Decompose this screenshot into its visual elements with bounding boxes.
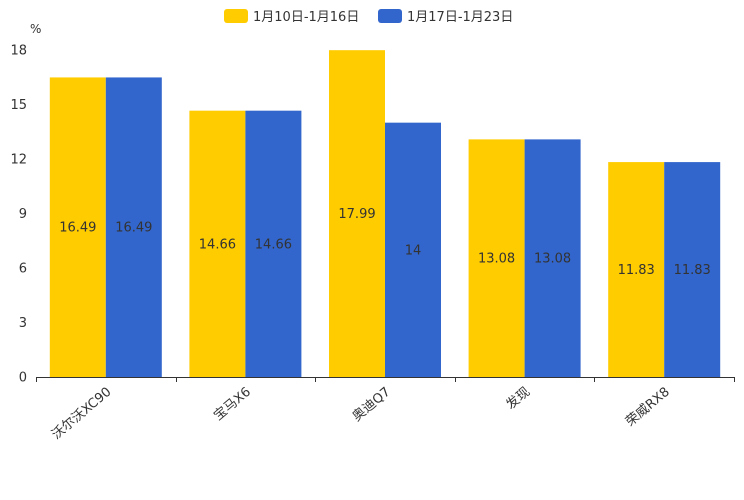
bars: 16.49 16.49 14.66 14.66 17.99 14 13.08 13.08 11.… xyxy=(49,50,721,378)
data-label-s2-2: 14.66 xyxy=(255,237,292,252)
x-category-label: 沃尔沃XC90 xyxy=(49,385,114,443)
y-tick-label: 18 xyxy=(10,44,27,59)
bar-s1-2 xyxy=(189,110,246,377)
y-tick-label: 12 xyxy=(10,153,27,168)
data-label-s1-3: 17.99 xyxy=(338,207,375,222)
y-tick-label: 6 xyxy=(19,262,27,277)
x-category-label: 奥迪Q7 xyxy=(350,385,394,425)
data-label-s2-3: 14 xyxy=(405,243,422,258)
legend-swatch-1 xyxy=(224,9,248,23)
bar-s2-1 xyxy=(105,77,162,377)
bar-s2-4 xyxy=(524,139,581,377)
legend-label-1: 1月10日-1月16日 xyxy=(253,10,359,25)
data-label-s1-1: 16.49 xyxy=(59,221,96,236)
y-axis: 0 3 6 9 12 15 18 xyxy=(10,44,27,386)
x-category-label: 发现 xyxy=(503,384,533,413)
x-category-label: 宝马X6 xyxy=(211,385,254,424)
bar-s2-5 xyxy=(664,162,721,377)
bar-s1-1 xyxy=(49,77,106,377)
data-label-s2-5: 11.83 xyxy=(674,263,711,278)
bar-s2-2 xyxy=(245,110,302,377)
y-tick-label: 3 xyxy=(19,316,27,331)
bar-s1-4 xyxy=(468,139,525,377)
y-tick-label: 0 xyxy=(19,371,27,386)
data-label-s1-5: 11.83 xyxy=(618,263,655,278)
x-axis: 沃尔沃XC90 宝马X6 奥迪Q7 发现 荣威RX8 xyxy=(36,377,735,443)
y-unit-label: % xyxy=(30,22,41,36)
bar-s2-3 xyxy=(385,122,441,378)
y-tick-label: 9 xyxy=(19,207,27,222)
legend: 1月10日-1月16日 1月17日-1月23日 xyxy=(224,9,513,25)
y-tick-label: 15 xyxy=(10,98,27,113)
data-label-s1-4: 13.08 xyxy=(478,252,515,267)
bar-s1-5 xyxy=(608,162,665,377)
x-category-label: 荣威RX8 xyxy=(623,385,673,430)
data-label-s2-1: 16.49 xyxy=(115,221,152,236)
bar-s1-3 xyxy=(329,50,385,377)
data-label-s1-2: 14.66 xyxy=(199,237,236,252)
data-label-s2-4: 13.08 xyxy=(534,252,571,267)
legend-label-2: 1月17日-1月23日 xyxy=(407,10,513,25)
legend-swatch-2 xyxy=(378,9,402,23)
